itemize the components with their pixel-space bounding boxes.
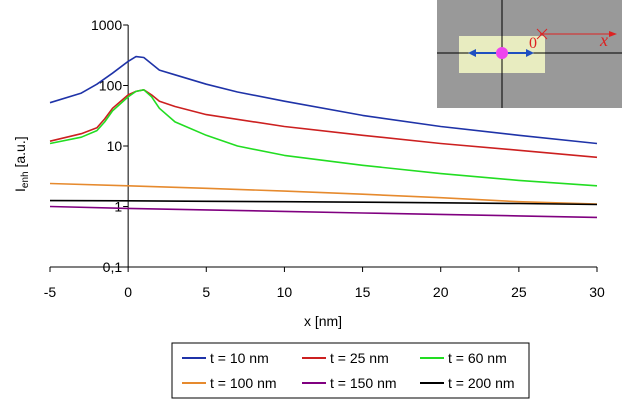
legend-label-t-60-nm: t = 60 nm (448, 350, 507, 366)
x-tick-label: 0 (124, 284, 132, 300)
y-tick-label: 100 (99, 78, 123, 94)
legend-box (171, 342, 530, 399)
y-axis-label-unit: [a.u.] (12, 136, 28, 171)
legend: t = 10 nm t = 25 nm t = 60 nm t = 100 nm t =… (171, 342, 530, 399)
legend-label-t-100-nm: t = 100 nm (210, 375, 277, 391)
inset-x-axis-arrow-head (609, 31, 617, 37)
series-line-t-10-nm (49, 55, 598, 145)
legend-label-t-10-nm: t = 10 nm (210, 350, 269, 366)
series-line-t-100-nm (49, 182, 598, 205)
ticks: 0,1 1 10 100 1000 -5 0 5 10 15 20 25 30 (44, 17, 605, 300)
y-tick-label: 1000 (91, 17, 122, 33)
inset-arrow-right-head (526, 49, 534, 57)
y-tick-label: 1 (114, 199, 122, 215)
x-tick-label: 20 (433, 284, 449, 300)
inset-arrow-left-head (468, 49, 476, 57)
series-lines (49, 55, 598, 219)
x-tick-label: 5 (202, 284, 210, 300)
series-line-t-60-nm (49, 89, 598, 187)
inset-origin-label: 0 (529, 35, 537, 52)
y-tick-label: 0,1 (103, 259, 123, 275)
x-axis-label: x [nm] (304, 313, 342, 329)
x-tick-label: 30 (589, 284, 605, 300)
legend-label-t-200-nm: t = 200 nm (448, 375, 515, 391)
y-tick-label: 10 (107, 138, 123, 154)
legend-label-t-150-nm: t = 150 nm (330, 375, 397, 391)
y-axis-label-group: Ienh [a.u.] (12, 136, 31, 192)
inset-origin-cross-b (536, 28, 548, 40)
inset-diagram: 0 x (437, 0, 622, 108)
inset-x-label: x (599, 30, 608, 50)
legend-label-t-25-nm: t = 25 nm (330, 350, 389, 366)
y-axis-label: Ienh [a.u.] (12, 136, 31, 192)
x-tick-label: 10 (277, 284, 293, 300)
y-axis-label-sub: enh (20, 171, 31, 188)
inset-dipole-dot (496, 47, 508, 59)
series-line-t-200-nm (49, 199, 598, 206)
x-tick-label: 15 (355, 284, 371, 300)
y-axis-label-main: I (12, 188, 28, 192)
x-tick-label: -5 (44, 284, 57, 300)
x-tick-label: 25 (511, 284, 527, 300)
series-line-t-25-nm (49, 89, 598, 159)
series-line-t-150-nm (49, 205, 598, 219)
